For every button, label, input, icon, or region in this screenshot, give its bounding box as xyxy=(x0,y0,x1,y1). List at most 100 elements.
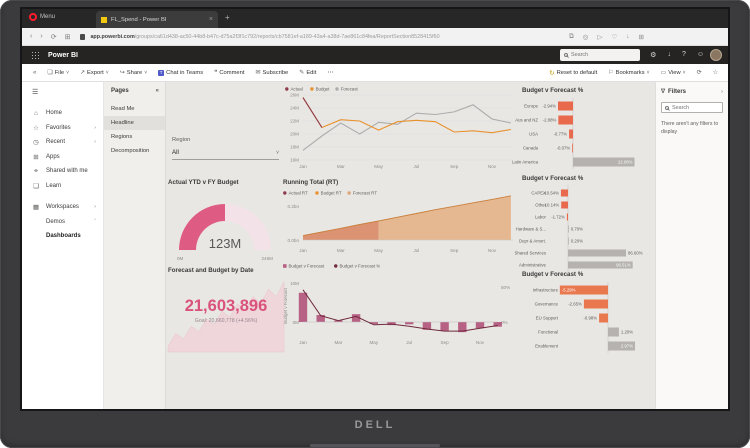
subscribe-button[interactable]: ✉ Subscribe xyxy=(255,69,289,77)
speed-dial-icon[interactable]: ⊞ xyxy=(64,33,71,41)
slicer-dropdown[interactable]: All ˅ xyxy=(172,149,279,160)
share-menu[interactable]: ↪ Share ˅ xyxy=(119,69,148,77)
bookmark-heart-icon[interactable]: ♡ xyxy=(611,33,618,41)
filters-search-box[interactable] xyxy=(661,102,723,113)
budget-v-forecast-program-bar-chart[interactable]: Budget v Forecast % Infrastructure -5.29% G… xyxy=(522,268,650,353)
sidebar-item-home[interactable]: ⌂ Home xyxy=(22,106,103,121)
sidebar-item-apps[interactable]: ⊞ Apps xyxy=(33,153,60,161)
bar[interactable] xyxy=(493,322,502,327)
powerbi-brand[interactable]: Power BI xyxy=(48,51,78,59)
global-search-box[interactable] xyxy=(560,49,640,61)
collapse-pages-button[interactable]: « xyxy=(33,69,37,76)
legend-swatch[interactable] xyxy=(347,191,351,195)
sidebar-item-workspaces[interactable]: ▦ Workspaces › xyxy=(32,204,96,212)
expand-panel-icon[interactable]: › xyxy=(721,88,723,95)
series-line-actual[interactable] xyxy=(302,97,323,128)
more-options-button[interactable]: ⋯ xyxy=(327,69,334,76)
sidebar-item-dashboards[interactable]: Dashboards xyxy=(46,233,81,240)
settings-gear-icon[interactable]: ⚙ xyxy=(650,52,657,59)
tab-close-icon[interactable]: × xyxy=(208,16,213,23)
area-actual[interactable] xyxy=(303,221,379,240)
bar[interactable] xyxy=(298,292,308,322)
legend-label[interactable]: Budget v Forecast % xyxy=(339,264,380,269)
bar[interactable] xyxy=(369,322,378,324)
reset-to-default-button[interactable]: ↻ Reset to default xyxy=(549,69,598,77)
waffle-menu-icon[interactable] xyxy=(31,51,39,59)
sidebar-item-recent[interactable]: ◷ Recent › xyxy=(33,139,96,147)
help-icon[interactable]: ? xyxy=(681,51,686,58)
budget-v-forecast-region-bar-chart[interactable]: Budget v Forecast % Europe -2.94% Aus and N… xyxy=(512,84,650,169)
collapse-panel-icon[interactable]: « xyxy=(155,88,159,94)
url-text[interactable]: app.powerbi.com/groups/ca61d438-ac50-44b… xyxy=(90,33,440,40)
bar[interactable] xyxy=(458,322,467,333)
sidebar-item-favorites[interactable]: ☆ Favorites › xyxy=(33,124,96,132)
budget-v-forecast-category-bar-chart[interactable]: Budget v Forecast % CAPEX-10.54% Other-10.… xyxy=(514,172,650,272)
flow-icon[interactable]: ▷ xyxy=(597,33,603,41)
actual-ytd-gauge[interactable]: Actual YTD v FY Budget 123M 0M 246M xyxy=(168,176,284,262)
bar[interactable] xyxy=(316,314,325,322)
bar[interactable] xyxy=(599,313,608,323)
pct-line[interactable] xyxy=(302,289,498,332)
hamburger-menu-icon[interactable]: ☰ xyxy=(32,89,39,96)
download-app-icon[interactable]: ↓ xyxy=(667,51,671,58)
region-slicer[interactable]: Region All ˅ xyxy=(172,137,279,160)
bar[interactable] xyxy=(440,322,449,331)
bookmarks-menu[interactable]: ⚐ Bookmarks ˅ xyxy=(608,69,650,77)
site-security-icon[interactable] xyxy=(80,33,86,40)
forecast-budget-kpi-card[interactable]: Forecast and Budget by Date 21,603,896 Goa… xyxy=(167,264,285,354)
gauge-value-arc[interactable] xyxy=(179,204,225,250)
bar[interactable] xyxy=(568,261,633,269)
search-input[interactable] xyxy=(571,52,636,58)
feedback-icon[interactable]: ☺ xyxy=(696,51,704,58)
budget-v-forecast-combo-chart[interactable]: Budget v Forecast Budget v Forecast % 10M 0… xyxy=(283,260,518,352)
chat-in-teams-button[interactable]: T Chat in Teams xyxy=(158,69,204,76)
bar[interactable] xyxy=(405,322,414,325)
bar[interactable] xyxy=(608,327,619,337)
bar[interactable] xyxy=(475,322,485,329)
legend-label[interactable]: Forecast xyxy=(341,87,359,92)
legend-label[interactable]: Budget v Forecast xyxy=(289,264,325,269)
legend-swatch[interactable] xyxy=(285,87,289,91)
bar[interactable] xyxy=(583,299,608,309)
vpn-icon[interactable]: ◎ xyxy=(582,33,589,41)
running-total-area-chart[interactable]: Running Total (RT) Actual RT Budget RT Fore… xyxy=(283,176,518,260)
bar[interactable] xyxy=(560,189,568,197)
sidebar-item-demos[interactable]: Demos ˆ xyxy=(46,218,96,225)
legend-label[interactable]: Budget xyxy=(316,87,331,92)
bar[interactable] xyxy=(422,322,432,330)
legend-swatch[interactable] xyxy=(310,87,314,91)
legend-label[interactable]: Forecast RT xyxy=(353,191,377,196)
favorite-button[interactable]: ☆ xyxy=(713,69,718,76)
user-avatar[interactable] xyxy=(710,49,722,61)
bar[interactable] xyxy=(387,322,396,326)
download-icon[interactable]: ↓ xyxy=(626,32,630,40)
new-tab-button[interactable]: + xyxy=(225,13,230,22)
sidebar-item-shared-with-me[interactable]: ⚭ Shared with me xyxy=(33,168,88,176)
extensions-icon[interactable]: ⊞ xyxy=(638,33,644,41)
page-item-regions[interactable]: Regions xyxy=(111,134,133,140)
series-line-budget[interactable] xyxy=(302,97,511,134)
page-item-read-me[interactable]: Read Me xyxy=(111,106,135,112)
legend-swatch[interactable] xyxy=(334,264,338,268)
refresh-button[interactable]: ⟳ xyxy=(697,69,702,76)
bar[interactable] xyxy=(334,320,343,322)
page-item-headline[interactable]: Headline xyxy=(104,116,165,130)
bar[interactable] xyxy=(572,143,573,153)
legend-swatch[interactable] xyxy=(283,191,287,195)
export-menu[interactable]: ↗ Export ˅ xyxy=(80,69,109,77)
bar[interactable] xyxy=(559,285,608,295)
bar[interactable] xyxy=(561,201,568,209)
forward-icon[interactable]: › xyxy=(40,33,43,40)
bar[interactable] xyxy=(558,115,573,125)
browser-menu-button[interactable]: Menu xyxy=(29,13,55,21)
area-forecast[interactable] xyxy=(378,195,511,240)
bar[interactable] xyxy=(573,157,635,167)
bar[interactable] xyxy=(568,225,569,233)
legend-swatch[interactable] xyxy=(283,264,287,268)
bar[interactable] xyxy=(608,341,636,351)
legend-label[interactable]: Actual xyxy=(291,87,303,92)
filters-search-input[interactable] xyxy=(672,104,719,111)
bar[interactable] xyxy=(558,101,573,111)
legend-swatch[interactable] xyxy=(335,87,339,91)
